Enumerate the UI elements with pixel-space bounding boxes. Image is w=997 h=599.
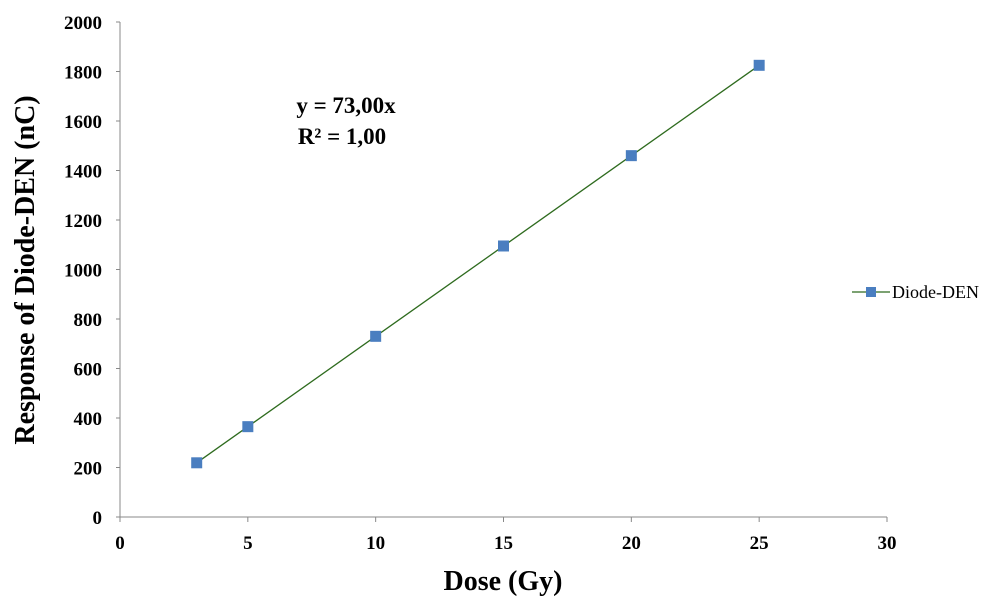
y-tick-label: 400 xyxy=(74,409,103,430)
x-tick-label: 30 xyxy=(878,533,897,554)
x-tick-label: 10 xyxy=(366,533,385,554)
legend-marker xyxy=(866,287,876,297)
data-point xyxy=(242,421,254,433)
x-axis-title: Dose (Gy) xyxy=(444,566,563,597)
y-tick-label: 1800 xyxy=(64,63,102,84)
y-tick-label: 600 xyxy=(74,360,103,381)
data-point xyxy=(498,240,509,252)
data-point xyxy=(753,59,765,71)
x-tick-labels: 0 5 10 15 20 25 30 xyxy=(115,533,896,554)
r-squared-label: R² = 1,00 xyxy=(298,124,386,149)
y-tick-label: 2000 xyxy=(64,13,102,34)
x-tick-label: 15 xyxy=(494,533,513,554)
data-point xyxy=(191,457,203,469)
y-tick-label: 1000 xyxy=(64,261,102,282)
y-axis-title: Response of Diode-DEN (nC) xyxy=(10,95,41,444)
legend: Diode-DEN xyxy=(852,282,979,302)
y-tick-labels: 0 200 400 600 800 1000 1200 1400 1600 1800 2000 xyxy=(64,13,102,529)
x-tick-label: 0 xyxy=(115,533,125,554)
equation-label: y = 73,00x xyxy=(296,93,396,118)
tick-marks xyxy=(116,21,888,522)
y-tick-label: 1600 xyxy=(64,112,102,133)
legend-label: Diode-DEN xyxy=(892,282,979,302)
y-tick-label: 0 xyxy=(93,508,103,529)
x-tick-label: 20 xyxy=(622,533,641,554)
y-tick-label: 200 xyxy=(74,459,103,480)
trendline xyxy=(196,64,760,464)
y-tick-label: 1200 xyxy=(64,211,102,232)
y-tick-label: 800 xyxy=(74,310,103,331)
x-tick-label: 25 xyxy=(750,533,769,554)
data-point xyxy=(370,330,382,342)
x-tick-label: 5 xyxy=(243,533,253,554)
data-points xyxy=(191,59,765,469)
data-point xyxy=(625,150,637,162)
y-tick-label: 1400 xyxy=(64,162,102,183)
